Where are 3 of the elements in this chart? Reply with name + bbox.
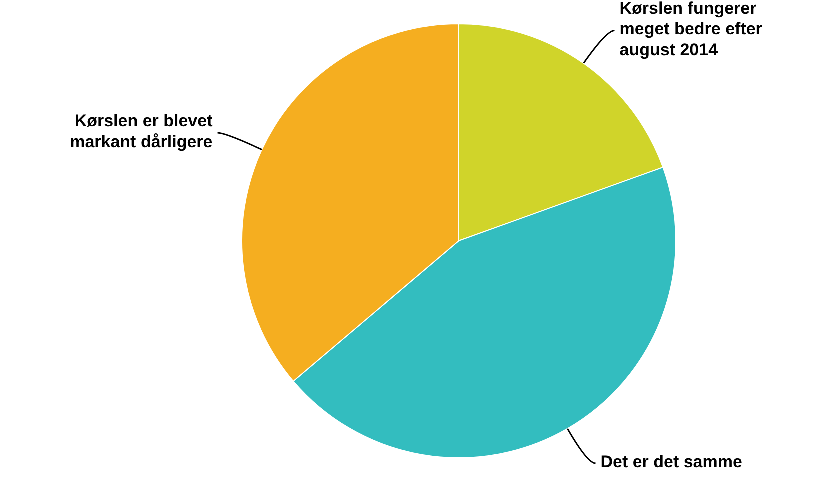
slice-label: Det er det samme: [600, 452, 742, 472]
slice-label: Kørslen fungerer meget bedre efter august 2014: [620, 0, 763, 60]
slice-label: Kørslen er blevet markant dårligere: [70, 112, 214, 152]
